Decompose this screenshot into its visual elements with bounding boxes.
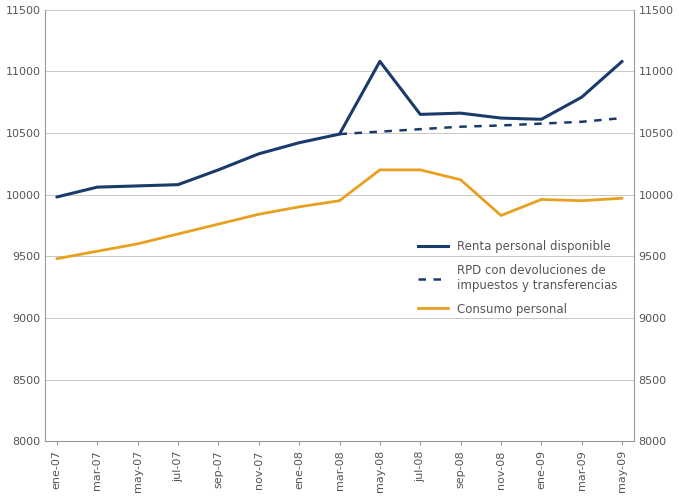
- Renta personal disponible: [255, 151, 263, 157]
- Renta personal disponible: [215, 167, 223, 173]
- Renta personal disponible: [174, 182, 182, 188]
- RPD con devoluciones de
impuestos y transferencias: [416, 126, 424, 132]
- Renta personal disponible: [618, 58, 626, 64]
- Consumo personal: [618, 195, 626, 201]
- Line: Renta personal disponible: Renta personal disponible: [57, 61, 622, 197]
- RPD con devoluciones de
impuestos y transferencias: [537, 121, 545, 126]
- Renta personal disponible: [134, 183, 142, 189]
- Renta personal disponible: [416, 112, 424, 118]
- Line: RPD con devoluciones de
impuestos y transferencias: RPD con devoluciones de impuestos y tran…: [340, 118, 622, 134]
- Renta personal disponible: [456, 110, 464, 116]
- Consumo personal: [456, 177, 464, 183]
- Renta personal disponible: [295, 140, 304, 146]
- Consumo personal: [416, 167, 424, 173]
- Consumo personal: [295, 204, 304, 210]
- RPD con devoluciones de
impuestos y transferencias: [456, 124, 464, 129]
- Renta personal disponible: [335, 131, 344, 137]
- RPD con devoluciones de
impuestos y transferencias: [375, 128, 384, 134]
- Consumo personal: [53, 255, 61, 261]
- Consumo personal: [174, 231, 182, 237]
- Consumo personal: [335, 198, 344, 204]
- Consumo personal: [578, 198, 586, 204]
- Consumo personal: [375, 167, 384, 173]
- Legend: Renta personal disponible, RPD con devoluciones de
impuestos y transferencias, C: Renta personal disponible, RPD con devol…: [414, 236, 623, 320]
- Renta personal disponible: [53, 194, 61, 200]
- Consumo personal: [215, 221, 223, 227]
- RPD con devoluciones de
impuestos y transferencias: [497, 123, 505, 128]
- Consumo personal: [93, 249, 101, 254]
- Renta personal disponible: [497, 115, 505, 121]
- RPD con devoluciones de
impuestos y transferencias: [578, 119, 586, 125]
- Consumo personal: [497, 213, 505, 219]
- Renta personal disponible: [375, 58, 384, 64]
- Renta personal disponible: [537, 117, 545, 123]
- Renta personal disponible: [93, 184, 101, 190]
- Consumo personal: [134, 241, 142, 247]
- Consumo personal: [537, 197, 545, 203]
- Consumo personal: [255, 211, 263, 217]
- Renta personal disponible: [578, 94, 586, 100]
- Line: Consumo personal: Consumo personal: [57, 170, 622, 258]
- RPD con devoluciones de
impuestos y transferencias: [335, 131, 344, 137]
- RPD con devoluciones de
impuestos y transferencias: [618, 115, 626, 121]
